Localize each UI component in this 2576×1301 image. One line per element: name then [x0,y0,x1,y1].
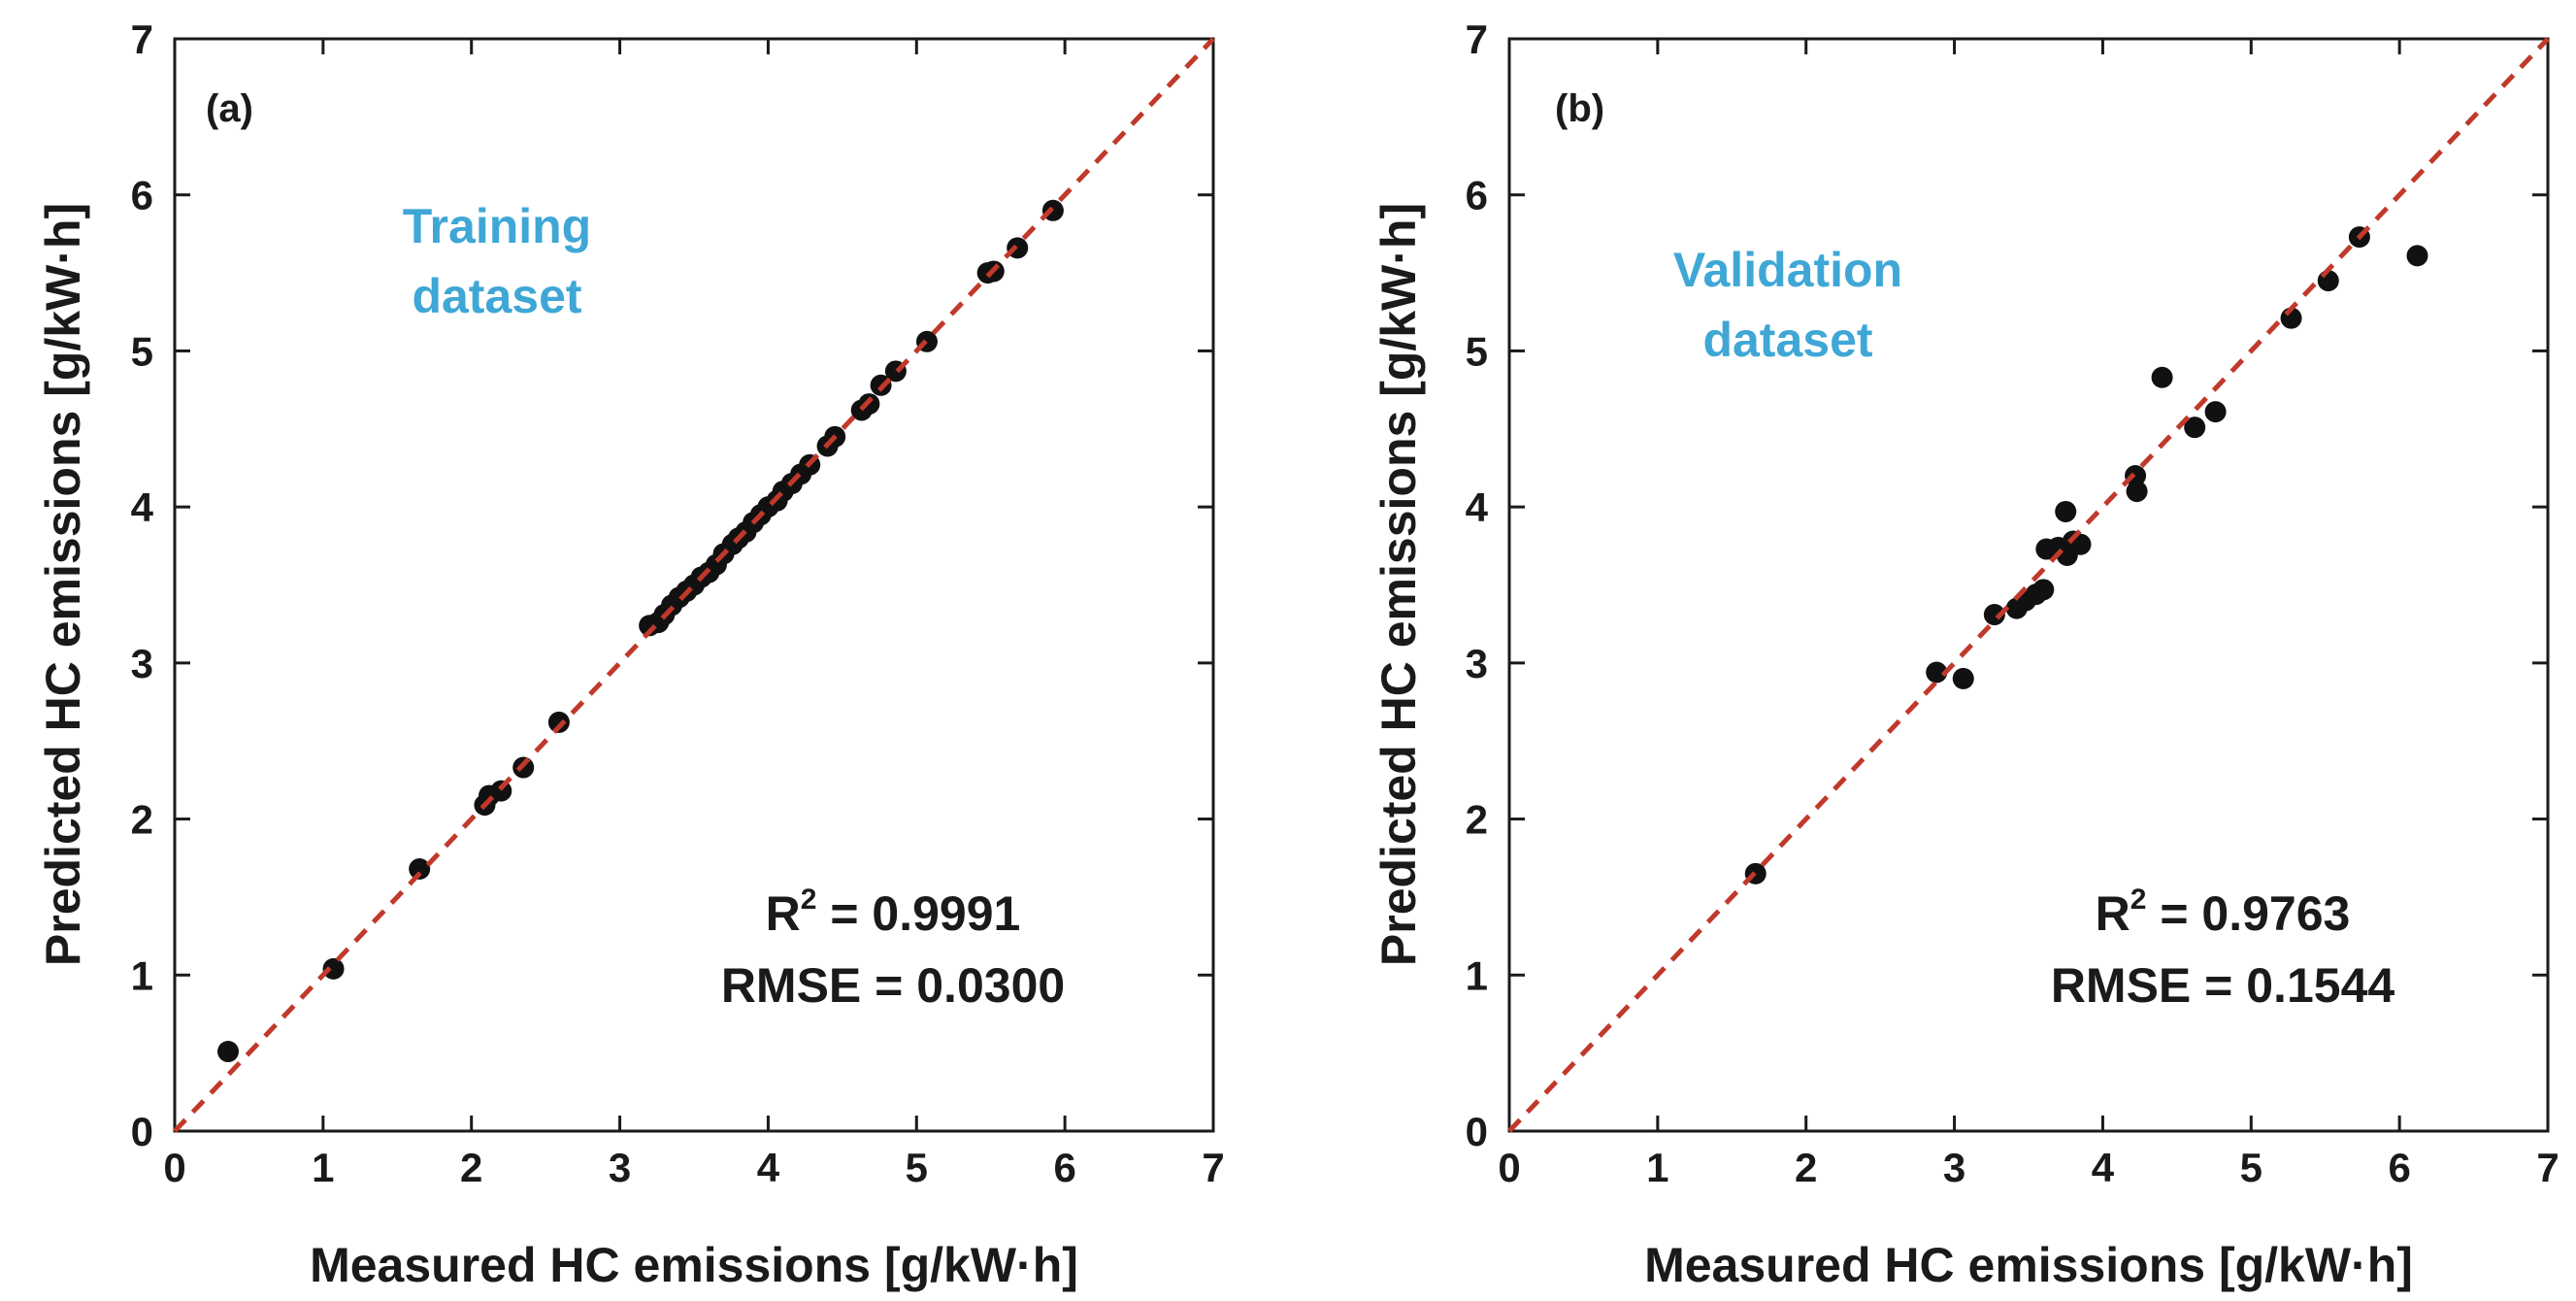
y-tick-label: 1 [1466,952,1488,998]
x-tick-label: 4 [757,1145,780,1190]
r-squared-label: R2 = 0.9763 [2096,884,2351,941]
rmse-label: RMSE = 0.1544 [2051,958,2395,1013]
y-tick-label: 7 [1466,17,1488,62]
data-point [1983,604,2005,626]
r-squared-label: R2 = 0.9991 [766,884,1021,941]
dataset-label-line-1: Validation [1673,243,1902,297]
x-tick-label: 7 [2536,1145,2559,1190]
y-tick-label: 7 [131,17,153,62]
y-tick-label: 2 [131,797,153,843]
x-axis-title: Measured HC emissions [g/kW·h] [1644,1238,2413,1292]
y-tick-label: 6 [1466,173,1488,218]
y-tick-label: 2 [1466,797,1488,843]
y-tick-label: 5 [1466,328,1488,374]
x-tick-label: 0 [1498,1145,1520,1190]
ticks: 0 1 2 3 4 5 6 7 0 1 2 3 4 5 6 7 [131,17,1225,1190]
x-tick-label: 3 [1943,1145,1965,1190]
x-tick-label: 5 [906,1145,928,1190]
x-tick-label: 5 [2240,1145,2262,1190]
data-point [547,711,570,733]
y-tick-label: 4 [131,484,154,530]
y-tick-label: 0 [131,1109,153,1154]
data-point [1926,661,1948,684]
r-squared-value: = 0.9991 [816,886,1020,941]
y-axis-title: Predicted HC emissions [g/kW·h] [1371,203,1426,966]
x-tick-label: 6 [2388,1145,2410,1190]
data-point [2406,245,2428,267]
data-point [2032,579,2055,601]
dataset-label-line-1: Training [403,199,591,253]
r-squared-value: = 0.9763 [2146,886,2350,941]
data-point [1952,667,1974,689]
plot-frame [1507,37,2550,1133]
y-tick-label: 3 [131,641,153,686]
data-point [2184,417,2206,439]
r-squared-superscript: 2 [2130,884,2147,916]
y-tick-label: 6 [131,173,153,218]
x-axis-title: Measured HC emissions [g/kW·h] [310,1238,1078,1292]
ticks: 0 1 2 3 4 5 6 7 0 1 2 3 4 5 6 7 [1466,17,2559,1190]
data-point [2126,481,2148,503]
x-tick-label: 6 [1053,1145,1075,1190]
x-tick-label: 1 [1646,1145,1668,1190]
plot-frame [173,37,1215,1133]
y-axis-title: Predicted HC emissions [g/kW·h] [36,203,90,966]
y-tick-label: 0 [1466,1109,1488,1154]
r-squared-symbol: R [766,886,801,941]
data-point [322,957,345,980]
r-squared-symbol: R [2096,886,2130,941]
y-tick-label: 1 [131,952,153,998]
r-squared-superscript: 2 [801,884,817,916]
identity-line [173,37,1215,1133]
data-point [2055,500,2077,522]
data-point [217,1041,240,1063]
x-tick-label: 2 [1795,1145,1817,1190]
identity-line [1507,37,2550,1133]
dataset-label-line-2: dataset [1702,313,1872,367]
y-tick-label: 5 [131,328,153,374]
y-tick-label: 3 [1466,641,1488,686]
y-tick-label: 4 [1466,484,1489,530]
data-point [409,858,431,880]
panel-label: (a) [206,87,253,130]
x-tick-label: 7 [1202,1145,1224,1190]
panel-label: (b) [1555,87,1604,130]
dataset-label-line-2: dataset [412,269,581,323]
rmse-label: RMSE = 0.0300 [721,958,1065,1013]
x-tick-label: 2 [460,1145,482,1190]
x-tick-label: 3 [609,1145,631,1190]
data-point [2151,366,2173,388]
x-tick-label: 0 [163,1145,185,1190]
data-point [2204,401,2227,423]
x-tick-label: 1 [312,1145,334,1190]
x-tick-label: 4 [2092,1145,2115,1190]
